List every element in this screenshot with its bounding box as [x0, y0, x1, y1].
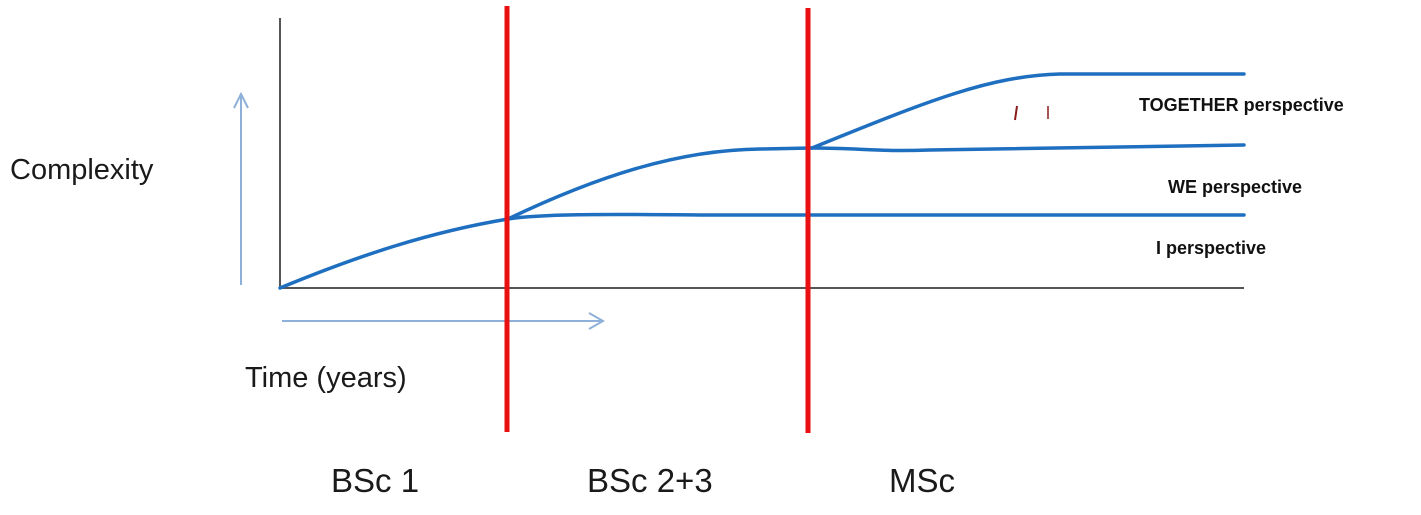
label-together-perspective: TOGETHER perspective: [1139, 95, 1344, 115]
phase-label-msc: MSc: [889, 462, 955, 499]
label-i-perspective: I perspective: [1156, 238, 1267, 258]
right-arrow-icon: [282, 312, 606, 330]
phase-label-bsc1: BSc 1: [331, 462, 420, 499]
label-we-perspective: WE perspective: [1168, 177, 1303, 197]
curve-we-perspective: [810, 143, 1246, 153]
curve-together-perspective: [810, 72, 1246, 150]
curve-we-rise-segment: [506, 146, 814, 221]
curve-i-perspective: [506, 212, 1246, 221]
curve-base-segment: [278, 217, 510, 290]
bracket-mark-left: [1014, 105, 1018, 121]
phase-label-bsc23: BSc 2+3: [587, 462, 713, 499]
up-arrow-icon: [233, 91, 249, 285]
x-axis-title: Time (years): [245, 362, 407, 394]
y-axis-title: Complexity: [10, 154, 154, 186]
